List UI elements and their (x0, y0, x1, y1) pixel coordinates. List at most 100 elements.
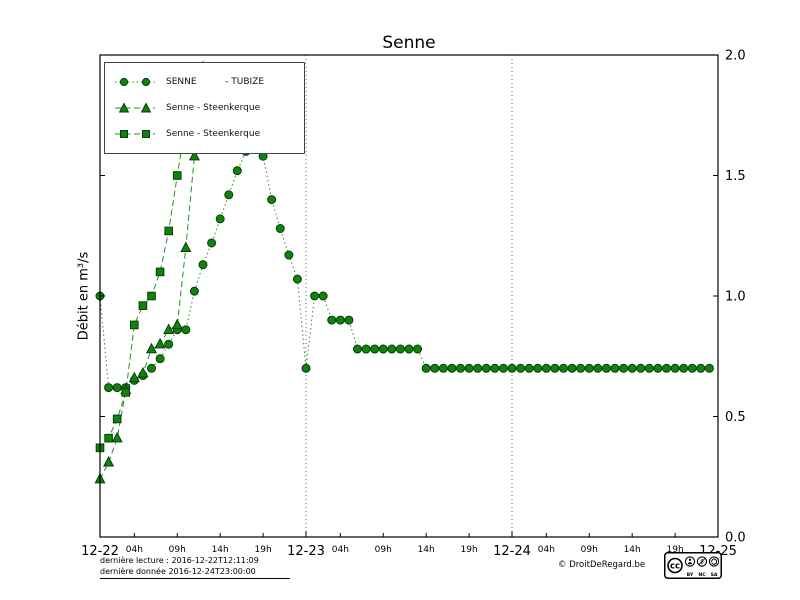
data-point-marker (145, 342, 158, 354)
data-point-marker (567, 363, 577, 373)
data-point-marker (137, 366, 149, 378)
data-point-marker (112, 414, 122, 424)
data-point-marker (172, 171, 182, 180)
data-point-marker (601, 363, 611, 373)
x-tick-label: 09h (169, 545, 186, 555)
data-point-marker (593, 363, 603, 373)
data-point-marker (576, 363, 586, 373)
x-tick-label: 14h (624, 545, 641, 555)
data-point-marker (662, 363, 671, 373)
by-label: BY (687, 572, 694, 578)
data-point-marker (292, 274, 302, 284)
data-point-marker (104, 433, 113, 443)
data-point-marker (533, 363, 543, 373)
data-point-marker (481, 363, 491, 373)
x-tick-label: 14h (212, 545, 229, 555)
footer-status: dernière lecture : 2016-12-22T12:11:09 d… (100, 556, 259, 577)
data-point-marker (438, 363, 448, 373)
data-point-marker (130, 320, 139, 330)
data-point-marker (267, 195, 277, 205)
data-point-marker (353, 344, 362, 354)
data-point-marker (473, 363, 483, 373)
legend-item-steenkerque-1: Senne - Steenkerque (113, 95, 296, 121)
y-axis-label: Débit en m³/s (76, 251, 92, 341)
sa-arrow-arc-icon (711, 558, 718, 565)
data-point-marker (181, 325, 191, 335)
nc-label: NC (698, 572, 706, 578)
data-point-marker (687, 363, 697, 373)
data-point-marker (207, 238, 217, 248)
data-point-marker (155, 267, 165, 277)
data-point-marker (112, 383, 122, 393)
legend-label: Senne - Steenkerque (166, 129, 261, 139)
nc-dollar-glyph: $ (700, 559, 704, 566)
data-point-marker (284, 250, 294, 260)
data-point-marker (696, 363, 706, 373)
x-tick-label: 14h (418, 545, 435, 555)
legend-label: Senne - Steenkerque (166, 103, 261, 113)
footer-rule (100, 578, 290, 579)
y-tick-label: 2.0 (725, 49, 746, 64)
y-tick-label: 0.5 (725, 410, 746, 425)
data-point-marker (163, 323, 175, 334)
data-point-marker (378, 344, 388, 354)
x-tick-label: 19h (667, 545, 684, 555)
circle-marker-icon (115, 77, 155, 87)
data-point-marker (644, 363, 654, 373)
data-point-marker (327, 315, 337, 325)
x-tick-label: 09h (581, 545, 598, 555)
legend-item-tubize: SENNE - TUBIZE (113, 69, 296, 95)
series-line-0 (99, 138, 710, 389)
data-point-marker (180, 241, 192, 252)
data-point-marker (171, 318, 183, 330)
data-point-marker (498, 363, 508, 373)
data-point-marker (155, 354, 165, 364)
x-tick-label: 12-22 (81, 544, 119, 559)
data-point-marker (111, 431, 123, 443)
data-point-marker (198, 260, 208, 270)
legend-item-steenkerque-2: Senne - Steenkerque (113, 121, 296, 147)
data-point-marker (104, 383, 114, 393)
data-point-marker (413, 344, 423, 354)
data-point-marker (627, 363, 637, 373)
data-point-marker (430, 363, 440, 373)
data-point-marker (224, 190, 234, 200)
data-point-marker (584, 363, 594, 373)
data-point-marker (490, 363, 500, 373)
data-point-marker (550, 363, 560, 373)
x-tick-label: 19h (255, 545, 272, 555)
data-point-marker (164, 226, 173, 236)
data-point-marker (619, 363, 629, 373)
data-point-marker (147, 363, 156, 373)
data-point-marker (147, 291, 156, 301)
nc-slash-icon (698, 558, 706, 565)
data-point-marker (310, 291, 320, 301)
data-point-marker (670, 363, 680, 373)
data-point-marker (344, 315, 354, 325)
data-point-marker (275, 224, 285, 234)
x-tick-label: 04h (332, 545, 349, 555)
data-point-marker (464, 363, 474, 373)
x-tick-label: 12-23 (287, 544, 325, 559)
data-point-marker (456, 363, 465, 373)
data-point-marker (335, 315, 345, 325)
data-point-marker (361, 344, 371, 354)
data-point-marker (395, 344, 405, 354)
sa-label: SA (711, 572, 718, 578)
data-point-marker (679, 363, 689, 373)
data-point-marker (154, 337, 166, 349)
x-tick-label: 04h (538, 545, 555, 555)
data-point-marker (121, 388, 131, 397)
data-point-marker (524, 363, 534, 373)
sa-icon (708, 556, 720, 567)
triangle-marker-icon (115, 102, 155, 113)
cc-license-badge[interactable]: cc BY $ NC SA (664, 552, 722, 579)
data-point-marker (421, 363, 431, 373)
cc-logo-text: cc (670, 561, 680, 571)
square-marker-icon (115, 130, 155, 138)
x-tick-label: 12-24 (493, 544, 531, 559)
by-person-body-icon (687, 562, 693, 565)
data-point-marker (103, 456, 115, 467)
